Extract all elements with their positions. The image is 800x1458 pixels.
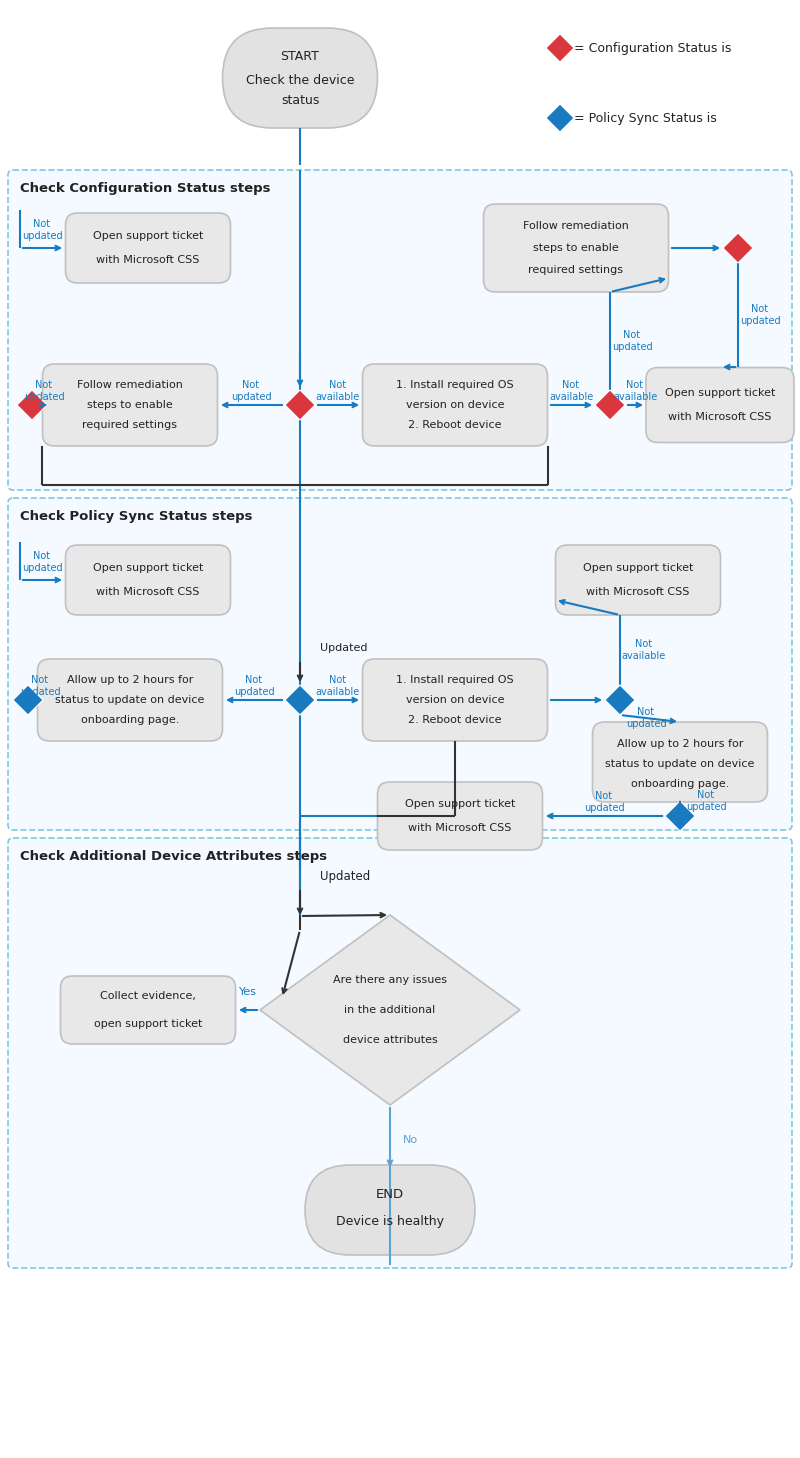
Text: Open support ticket: Open support ticket (405, 799, 515, 809)
Text: Open support ticket: Open support ticket (665, 388, 775, 398)
Text: status: status (281, 93, 319, 106)
Text: = Configuration Status is: = Configuration Status is (574, 41, 731, 54)
FancyBboxPatch shape (8, 171, 792, 490)
FancyBboxPatch shape (38, 659, 222, 741)
Text: with Microsoft CSS: with Microsoft CSS (96, 255, 200, 265)
Text: Not
available: Not available (316, 675, 360, 697)
Polygon shape (260, 916, 520, 1105)
Text: with Microsoft CSS: with Microsoft CSS (668, 413, 772, 421)
FancyBboxPatch shape (555, 545, 721, 615)
Text: Open support ticket: Open support ticket (93, 563, 203, 573)
FancyBboxPatch shape (66, 213, 230, 283)
Text: Check Policy Sync Status steps: Check Policy Sync Status steps (20, 509, 253, 522)
FancyBboxPatch shape (483, 204, 669, 292)
Polygon shape (546, 104, 574, 133)
FancyBboxPatch shape (42, 364, 218, 446)
Text: 1. Install required OS: 1. Install required OS (396, 381, 514, 389)
Text: status to update on device: status to update on device (55, 695, 205, 706)
Text: required settings: required settings (529, 265, 623, 276)
Text: steps to enable: steps to enable (87, 399, 173, 410)
Text: Open support ticket: Open support ticket (93, 230, 203, 241)
Text: Allow up to 2 hours for: Allow up to 2 hours for (67, 675, 193, 685)
Text: Updated: Updated (320, 643, 367, 653)
Text: Open support ticket: Open support ticket (583, 563, 693, 573)
Text: with Microsoft CSS: with Microsoft CSS (586, 588, 690, 596)
Text: START: START (281, 50, 319, 63)
Text: onboarding page.: onboarding page. (631, 779, 729, 789)
Text: with Microsoft CSS: with Microsoft CSS (96, 588, 200, 596)
FancyBboxPatch shape (362, 364, 547, 446)
Text: Check the device: Check the device (246, 73, 354, 86)
Text: Check Additional Device Attributes steps: Check Additional Device Attributes steps (20, 850, 327, 863)
FancyBboxPatch shape (593, 722, 767, 802)
Text: Not
available: Not available (316, 381, 360, 402)
Polygon shape (13, 685, 43, 714)
Text: in the additional: in the additional (344, 1005, 436, 1015)
Polygon shape (595, 389, 625, 420)
FancyBboxPatch shape (646, 367, 794, 442)
Text: = Policy Sync Status is: = Policy Sync Status is (574, 111, 717, 124)
Text: 2. Reboot device: 2. Reboot device (408, 420, 502, 430)
Text: Not
available: Not available (613, 381, 657, 402)
Text: Not
available: Not available (622, 639, 666, 660)
Text: Are there any issues: Are there any issues (333, 975, 447, 986)
Polygon shape (285, 685, 315, 714)
Text: Device is healthy: Device is healthy (336, 1216, 444, 1229)
FancyBboxPatch shape (66, 545, 230, 615)
Text: Not
updated: Not updated (230, 381, 271, 402)
Polygon shape (723, 233, 753, 262)
FancyBboxPatch shape (305, 1165, 475, 1255)
Text: Collect evidence,: Collect evidence, (100, 991, 196, 1002)
Text: version on device: version on device (406, 695, 504, 706)
Text: Not
updated: Not updated (20, 675, 60, 697)
Text: Follow remediation: Follow remediation (523, 222, 629, 230)
FancyBboxPatch shape (378, 781, 542, 850)
Text: 1. Install required OS: 1. Install required OS (396, 675, 514, 685)
Text: Not
updated: Not updated (22, 551, 62, 573)
Polygon shape (665, 800, 695, 831)
Text: Not
updated: Not updated (686, 790, 726, 812)
FancyBboxPatch shape (8, 499, 792, 830)
Text: Follow remediation: Follow remediation (77, 381, 183, 389)
FancyBboxPatch shape (222, 28, 378, 128)
Text: Yes: Yes (239, 987, 257, 997)
Polygon shape (605, 685, 635, 714)
Text: Updated: Updated (320, 869, 370, 882)
Text: required settings: required settings (82, 420, 178, 430)
Text: steps to enable: steps to enable (533, 243, 619, 254)
FancyBboxPatch shape (362, 659, 547, 741)
Polygon shape (285, 389, 315, 420)
Text: Not
updated: Not updated (22, 219, 62, 241)
Text: Not
updated: Not updated (24, 381, 64, 402)
Polygon shape (17, 389, 47, 420)
Text: No: No (402, 1134, 418, 1145)
Text: Not
updated: Not updated (626, 707, 666, 729)
Text: END: END (376, 1187, 404, 1200)
Text: Allow up to 2 hours for: Allow up to 2 hours for (617, 739, 743, 749)
Text: onboarding page.: onboarding page. (81, 714, 179, 725)
Polygon shape (546, 34, 574, 63)
Text: device attributes: device attributes (342, 1035, 438, 1045)
Text: Not
updated: Not updated (612, 330, 652, 351)
FancyBboxPatch shape (61, 975, 235, 1044)
Text: Not
updated: Not updated (584, 792, 624, 812)
Text: Not
updated: Not updated (234, 675, 274, 697)
Text: open support ticket: open support ticket (94, 1019, 202, 1029)
Text: with Microsoft CSS: with Microsoft CSS (408, 822, 512, 833)
Text: status to update on device: status to update on device (606, 760, 754, 768)
Text: 2. Reboot device: 2. Reboot device (408, 714, 502, 725)
Text: Not
available: Not available (549, 381, 593, 402)
Text: Not
updated: Not updated (740, 305, 780, 325)
Text: Check Configuration Status steps: Check Configuration Status steps (20, 181, 270, 194)
FancyBboxPatch shape (8, 838, 792, 1268)
Text: version on device: version on device (406, 399, 504, 410)
